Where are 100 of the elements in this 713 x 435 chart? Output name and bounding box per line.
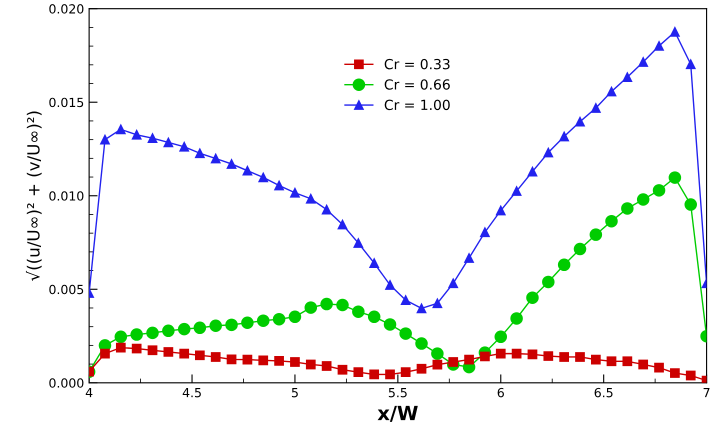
point	[432, 298, 442, 308]
point	[590, 354, 601, 364]
point	[100, 134, 110, 144]
point	[384, 318, 396, 331]
point	[431, 347, 444, 360]
point	[338, 220, 348, 230]
x-tick-label: 4.5	[182, 388, 201, 398]
point	[496, 206, 506, 216]
x-tick-label: 4	[86, 388, 92, 398]
point	[194, 350, 205, 360]
point	[464, 253, 474, 263]
point	[369, 258, 380, 268]
point	[306, 194, 316, 204]
point	[528, 166, 538, 176]
point	[559, 352, 570, 362]
point	[272, 312, 286, 326]
x-tick-label: 5	[292, 388, 298, 398]
point	[162, 324, 175, 338]
y-axis-title: √((u/U∞)² + (v/U∞)²)	[26, 111, 42, 281]
legend-label: Cr = 0.66	[384, 79, 450, 90]
point	[494, 330, 508, 344]
point	[542, 276, 555, 288]
point	[178, 322, 190, 336]
point	[132, 344, 142, 354]
point	[116, 342, 126, 352]
point	[132, 130, 142, 140]
point	[288, 310, 302, 324]
point	[590, 103, 601, 113]
point	[559, 132, 570, 142]
point	[322, 361, 332, 371]
point	[558, 258, 570, 272]
point	[322, 204, 332, 214]
point	[179, 142, 190, 152]
y-tick-label: 0.005	[49, 284, 84, 294]
point	[605, 214, 618, 228]
point	[512, 186, 522, 196]
x-axis-title: x/W	[378, 406, 418, 422]
point	[638, 360, 648, 370]
y-tick-label: 0.015	[49, 98, 84, 108]
point	[528, 350, 538, 360]
point	[164, 347, 174, 357]
point	[590, 228, 602, 241]
point	[670, 27, 680, 37]
point	[368, 310, 380, 324]
point	[114, 330, 128, 344]
point	[369, 370, 380, 380]
point	[400, 367, 411, 377]
point	[290, 188, 300, 198]
point	[621, 202, 634, 215]
point	[480, 227, 490, 238]
point	[225, 318, 238, 332]
x-tick-label: 5.5	[388, 388, 407, 398]
point	[638, 57, 648, 67]
point	[686, 59, 696, 70]
x-tick-label: 6	[498, 388, 504, 398]
point	[654, 41, 664, 51]
point	[606, 356, 616, 366]
point	[352, 305, 365, 318]
point	[512, 348, 522, 358]
point	[480, 352, 490, 362]
point	[100, 348, 110, 358]
legend-label: Cr = 0.33	[384, 58, 450, 70]
point	[306, 360, 316, 370]
point	[606, 86, 616, 96]
point	[575, 116, 585, 127]
point	[179, 348, 190, 358]
point	[416, 303, 426, 314]
point	[416, 364, 426, 374]
point	[415, 337, 428, 350]
x-tick-label: 6.5	[594, 388, 613, 398]
point	[622, 356, 632, 366]
point	[668, 171, 682, 184]
point	[274, 180, 284, 190]
point	[652, 184, 666, 197]
point	[464, 354, 474, 364]
point	[684, 198, 697, 211]
y-tick-label: 0.020	[49, 4, 84, 14]
point	[385, 370, 395, 380]
point	[526, 291, 539, 304]
point	[575, 352, 585, 362]
point	[116, 124, 126, 134]
point	[242, 166, 252, 176]
point	[622, 72, 632, 82]
point	[290, 357, 300, 367]
x-tick-label: 7	[704, 388, 710, 398]
point	[226, 354, 236, 364]
point	[209, 320, 222, 332]
point	[258, 172, 268, 182]
point	[399, 327, 412, 340]
point	[304, 301, 318, 314]
point	[686, 370, 696, 380]
point	[320, 298, 333, 310]
point	[194, 322, 206, 334]
point	[226, 159, 236, 169]
point	[210, 154, 221, 164]
y-tick-label: 0.000	[49, 378, 84, 388]
point	[146, 326, 159, 340]
point	[258, 355, 268, 366]
point	[510, 312, 523, 325]
point	[338, 364, 348, 375]
